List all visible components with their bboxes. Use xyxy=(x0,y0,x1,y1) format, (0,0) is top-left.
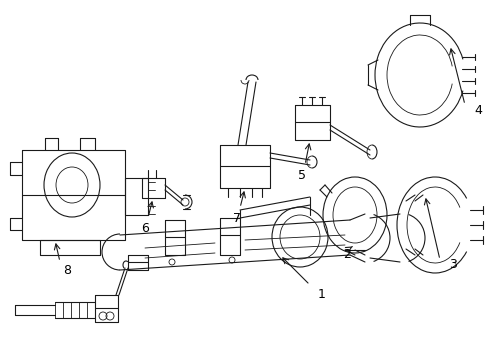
Text: 2: 2 xyxy=(343,248,350,261)
Text: 1: 1 xyxy=(317,288,325,302)
Text: 8: 8 xyxy=(63,264,71,276)
Text: 4: 4 xyxy=(473,104,481,117)
Text: 6: 6 xyxy=(141,221,149,234)
Text: 7: 7 xyxy=(232,212,241,225)
Text: 5: 5 xyxy=(297,168,305,181)
Text: 3: 3 xyxy=(448,258,456,271)
